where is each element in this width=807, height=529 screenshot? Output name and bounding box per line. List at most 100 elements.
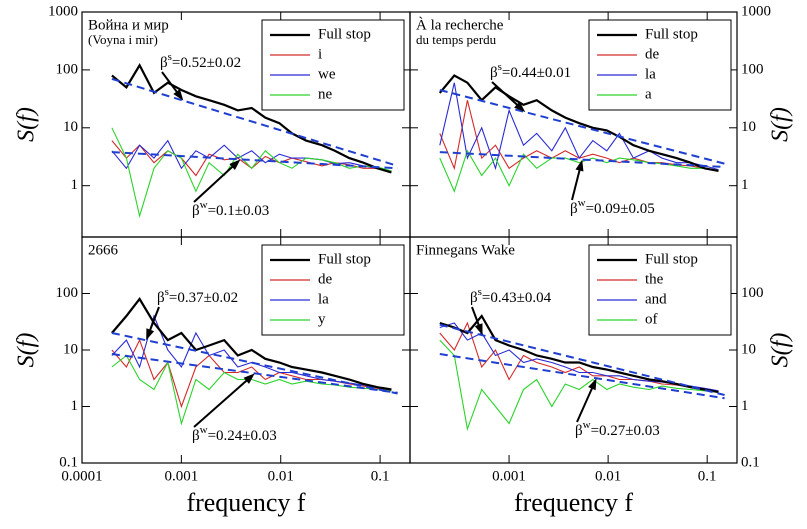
arrow-head	[575, 159, 584, 172]
annotation-symbol: β	[490, 65, 498, 81]
y-tick-label: 100	[56, 61, 79, 77]
y-tick-label: 10	[63, 341, 78, 357]
arrow-head	[173, 89, 184, 101]
series-line	[111, 354, 392, 426]
annotation: βs=0.52±0.02	[160, 51, 241, 72]
x-tick-label: 0.1	[371, 468, 390, 484]
y-axis-label: S(f)	[768, 107, 794, 142]
annotation-text: =0.37±0.02	[169, 290, 238, 306]
panel-title: 2666	[88, 242, 119, 258]
legend-label: i	[318, 46, 322, 62]
panel-title: Finnegans Wake	[416, 242, 515, 258]
legend-label: ne	[318, 86, 333, 102]
legend-label: y	[318, 311, 326, 327]
fit-line	[439, 353, 725, 400]
annotation-sup: w	[578, 197, 586, 209]
fit-line	[111, 77, 398, 167]
x-tick-label: 0.001	[492, 468, 526, 484]
annotation-symbol: β	[575, 423, 583, 439]
annotation-arrow	[571, 167, 582, 201]
y-tick-label: 10	[741, 341, 756, 357]
fit-line	[111, 353, 398, 394]
series-line	[439, 339, 719, 432]
y-tick-label: 10	[741, 119, 756, 135]
x-tick-label: 0.01	[595, 468, 621, 484]
legend-label: we	[318, 66, 336, 82]
annotation-sup: w	[200, 424, 208, 436]
annotation: βw=0.09±0.05	[570, 197, 655, 218]
series-line	[111, 139, 392, 173]
fit-line	[439, 89, 725, 165]
x-tick-label: 0.1	[698, 468, 717, 484]
legend-label: de	[318, 271, 333, 287]
annotation-text: =0.1±0.03	[208, 203, 270, 219]
series-line	[438, 74, 719, 172]
x-axis-label: frequency f	[186, 488, 305, 517]
panel: 0.0001 0.001 0.01 0.1 0.1 1 10 100 S(f) frequency…	[14, 236, 411, 517]
y-tick-label: 10	[63, 119, 78, 135]
legend-label: la	[645, 66, 656, 82]
arrow-head	[588, 378, 597, 391]
y-tick-label: 100	[56, 285, 79, 301]
x-tick-label: 0.0001	[61, 468, 102, 484]
annotation-arrow	[193, 377, 250, 428]
annotation: βs=0.44±0.01	[490, 61, 571, 82]
legend-label: de	[645, 46, 660, 62]
y-tick-label: 100	[741, 285, 764, 301]
y-tick-label: 0.1	[741, 454, 760, 470]
x-axis-label: frequency f	[514, 488, 633, 517]
y-tick-label: 1	[741, 398, 749, 414]
panel: 0.001 0.01 0.1 0.1 1 10 100 S(f) frequency f Finn…	[409, 236, 794, 517]
arrow-head	[514, 101, 526, 113]
annotation: βs=0.37±0.02	[157, 286, 238, 307]
annotation: βw=0.24±0.03	[192, 424, 277, 445]
y-tick-label: 1	[71, 398, 79, 414]
series-line	[439, 314, 719, 394]
annotation: βw=0.1±0.03	[192, 199, 269, 220]
panel-title: du temps perdu	[416, 32, 497, 47]
legend-label: the	[645, 271, 664, 287]
series-line	[111, 63, 392, 174]
series-line	[439, 149, 719, 193]
annotation-arrow	[491, 81, 520, 108]
annotation: βs=0.43±0.04	[470, 286, 552, 307]
annotation-symbol: β	[160, 55, 168, 71]
annotation-symbol: β	[470, 290, 478, 306]
annotation-arrow	[576, 385, 595, 423]
panel-title: Война и мир	[88, 17, 169, 33]
series-line	[439, 100, 719, 172]
annotation-sup: w	[200, 199, 208, 211]
annotation-arrow	[193, 164, 236, 203]
annotation-arrow	[161, 71, 180, 95]
y-tick-label: 1000	[48, 3, 78, 19]
arrow-head	[146, 328, 155, 341]
fit-line	[111, 332, 398, 395]
legend-label: Full stop	[645, 251, 698, 267]
annotation-text: =0.27±0.03	[591, 423, 660, 439]
y-axis-label: S(f)	[768, 333, 794, 368]
arrow-head	[229, 159, 241, 171]
legend-label: a	[645, 86, 652, 102]
annotation-text: =0.44±0.01	[502, 65, 571, 81]
legend-label: Full stop	[318, 251, 371, 267]
arrow-head	[474, 323, 483, 336]
annotation-arrow	[471, 306, 481, 329]
annotation-symbol: β	[157, 290, 165, 306]
y-axis-label: S(f)	[14, 107, 40, 142]
y-tick-label: 1000	[741, 3, 771, 19]
legend-label: Full stop	[318, 26, 371, 42]
legend-label: la	[318, 291, 329, 307]
annotation: βw=0.27±0.03	[575, 419, 660, 440]
legend-label: Full stop	[645, 26, 698, 42]
annotation-sup: s	[498, 61, 502, 73]
panel-title: À la recherche	[416, 16, 504, 33]
y-tick-label: 100	[741, 61, 764, 77]
annotation-text: =0.43±0.04	[482, 290, 552, 306]
annotation-symbol: β	[192, 203, 200, 219]
annotation-sup: s	[168, 51, 172, 63]
x-tick-label: 0.01	[268, 468, 294, 484]
series-line	[439, 82, 719, 171]
